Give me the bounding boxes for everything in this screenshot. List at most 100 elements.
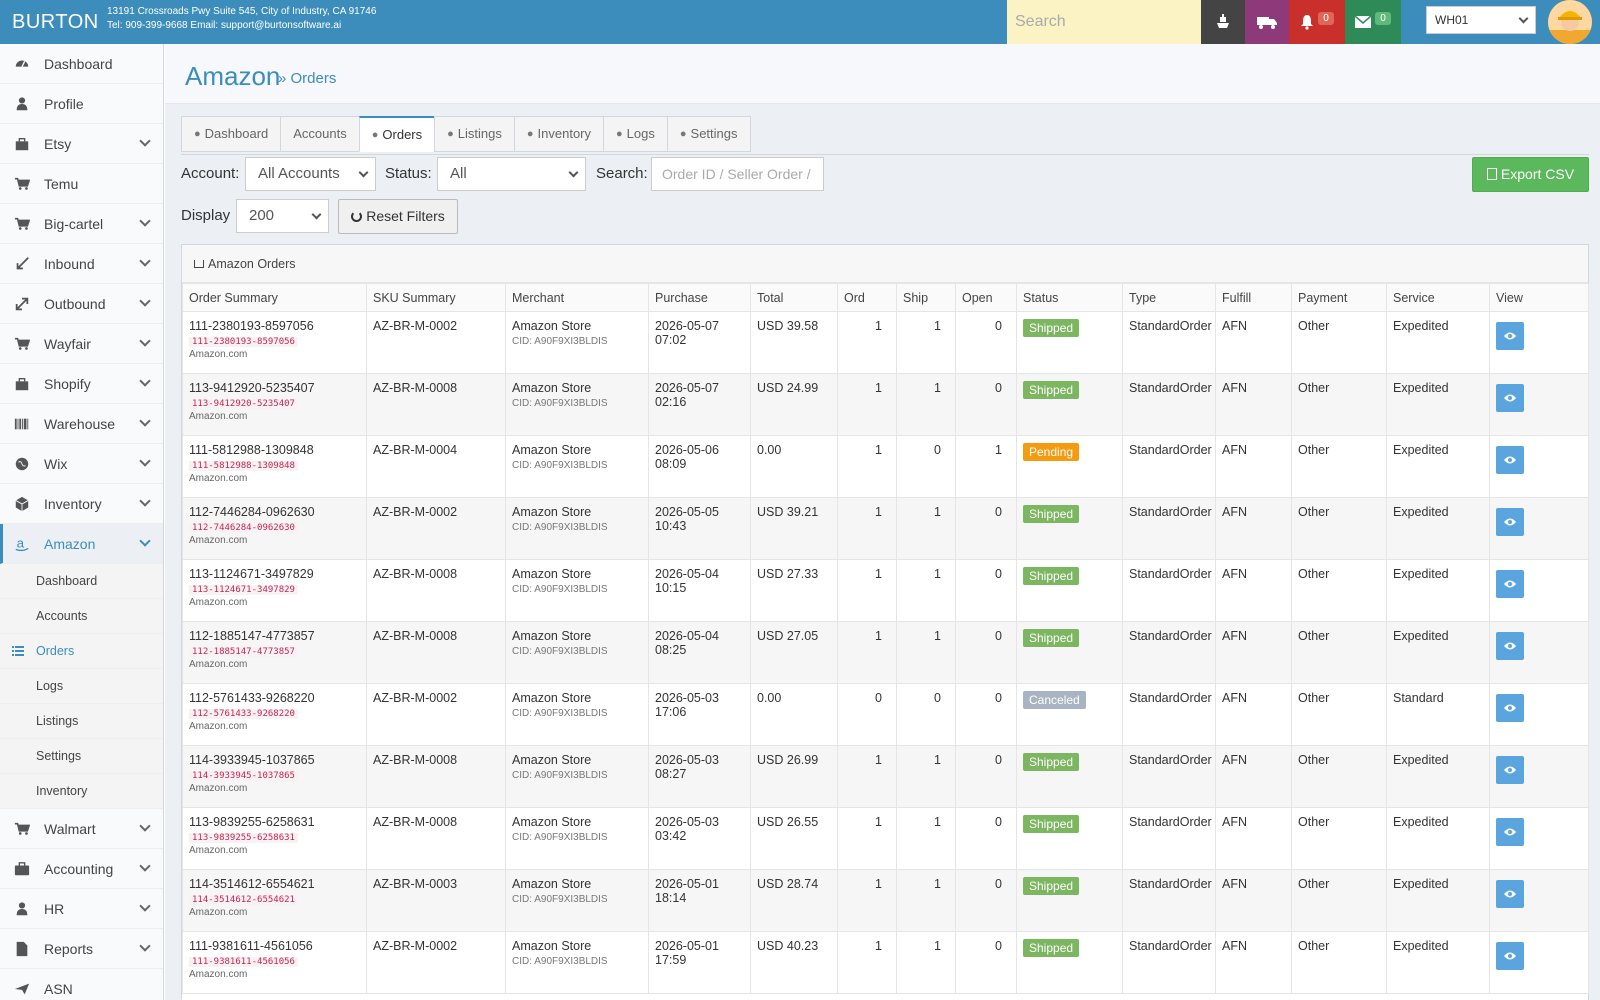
sidebar-item-amazon[interactable]: a Amazon <box>0 524 163 564</box>
view-order-button[interactable] <box>1496 322 1524 350</box>
order-summary-cell: 113-9412920-5235407 113-9412920-5235407 Am… <box>182 373 367 436</box>
sidebar-item-walmart[interactable]: Walmart <box>0 809 163 849</box>
order-id[interactable]: 114-3514612-6554621 <box>189 877 315 891</box>
view-order-button[interactable] <box>1496 756 1524 784</box>
tab-dashboard[interactable]: ● Dashboard <box>181 116 281 152</box>
sidebar-item-shopify[interactable]: Shopify <box>0 364 163 404</box>
table-row[interactable]: 113-9412920-5235407 113-9412920-5235407 Am… <box>182 373 1589 436</box>
sidebar-item-etsy[interactable]: Etsy <box>0 124 163 164</box>
account-select[interactable]: All Accounts <box>245 157 376 191</box>
order-search-input[interactable]: Order ID / Seller Order / <box>651 157 824 191</box>
sidebar-item-reports[interactable]: Reports <box>0 929 163 969</box>
table-row[interactable]: 111-9381611-4561056 111-9381611-4561056 Am… <box>182 931 1589 994</box>
submenu-item-logs[interactable]: Logs <box>0 669 163 704</box>
ship-icon-button[interactable] <box>1201 0 1245 44</box>
tab-logs[interactable]: ● Logs <box>603 116 667 152</box>
table-row[interactable]: 111-2380193-8597056 111-2380193-8597056 Am… <box>182 311 1589 374</box>
sidebar-item-inventory[interactable]: Inventory <box>0 484 163 524</box>
tab-label: Dashboard <box>204 126 269 141</box>
sidebar-item-outbound[interactable]: Outbound <box>0 284 163 324</box>
table-row[interactable]: 113-1124671-3497829 113-1124671-3497829 Am… <box>182 559 1589 622</box>
tab-accounts[interactable]: Accounts <box>280 116 359 152</box>
view-order-button[interactable] <box>1496 942 1524 970</box>
table-row[interactable]: 112-5761433-9268220 112-5761433-9268220 Am… <box>182 683 1589 746</box>
status-select[interactable]: All <box>437 157 586 191</box>
view-order-button[interactable] <box>1496 384 1524 412</box>
export-csv-button[interactable]: Export CSV <box>1472 157 1589 192</box>
view-order-button[interactable] <box>1496 570 1524 598</box>
view-order-button[interactable] <box>1496 694 1524 722</box>
view-order-button[interactable] <box>1496 880 1524 908</box>
column-header[interactable]: Ship <box>896 283 956 312</box>
logo[interactable]: BURTON <box>12 11 99 33</box>
view-order-button[interactable] <box>1496 508 1524 536</box>
tab-orders[interactable]: ● Orders <box>358 116 435 152</box>
view-order-button[interactable] <box>1496 632 1524 660</box>
sidebar-item-big-cartel[interactable]: Big-cartel <box>0 204 163 244</box>
order-id[interactable]: 113-9839255-6258631 <box>189 815 315 829</box>
submenu-item-accounts[interactable]: Accounts <box>0 599 163 634</box>
truck-icon-button[interactable] <box>1245 0 1289 44</box>
column-header[interactable]: SKU Summary <box>366 283 506 312</box>
sidebar-item-profile[interactable]: Profile <box>0 84 163 124</box>
column-header[interactable]: Fulfill <box>1215 283 1292 312</box>
sidebar-item-asn[interactable]: ASN <box>0 969 163 1000</box>
status-cell: Pending <box>1016 435 1123 498</box>
submenu-item-dashboard[interactable]: Dashboard <box>0 564 163 599</box>
warehouse-select[interactable]: WH01 <box>1426 6 1536 34</box>
table-row[interactable]: 111-5812988-1309848 111-5812988-1309848 Am… <box>182 435 1589 498</box>
view-order-button[interactable] <box>1496 818 1524 846</box>
order-id[interactable]: 111-9381611-4561056 <box>189 939 313 953</box>
notifications-button[interactable]: 0 <box>1289 0 1345 44</box>
column-header[interactable]: Ord <box>837 283 897 312</box>
table-row[interactable]: 114-3933945-1037865 114-3933945-1037865 Am… <box>182 745 1589 808</box>
column-header[interactable]: Payment <box>1291 283 1387 312</box>
table-row[interactable]: 112-1885147-4773857 112-1885147-4773857 Am… <box>182 621 1589 684</box>
column-header[interactable]: Merchant <box>505 283 649 312</box>
messages-button[interactable]: 0 <box>1345 0 1401 44</box>
submenu-item-settings[interactable]: Settings <box>0 739 163 774</box>
tab-listings[interactable]: ● Listings <box>434 116 514 152</box>
view-order-button[interactable] <box>1496 446 1524 474</box>
column-header[interactable]: View <box>1489 283 1589 312</box>
table-row[interactable]: 112-7446284-0962630 112-7446284-0962630 Am… <box>182 497 1589 560</box>
avatar[interactable] <box>1548 0 1592 44</box>
sidebar-item-accounting[interactable]: Accounting <box>0 849 163 889</box>
column-header[interactable]: Purchase <box>648 283 751 312</box>
column-header[interactable]: Order Summary <box>182 283 367 312</box>
column-header[interactable]: Service <box>1386 283 1490 312</box>
order-id[interactable]: 111-5812988-1309848 <box>189 443 314 457</box>
sidebar-item-inbound[interactable]: Inbound <box>0 244 163 284</box>
global-search-input[interactable]: Search <box>1007 0 1201 44</box>
purchase-cell: 2026-05-07 02:16 <box>648 373 751 436</box>
submenu-item-orders[interactable]: Orders <box>0 634 163 669</box>
sidebar-item-dashboard[interactable]: Dashboard <box>0 44 163 84</box>
order-id[interactable]: 112-1885147-4773857 <box>189 629 315 643</box>
sidebar-item-wix[interactable]: Wix <box>0 444 163 484</box>
order-id[interactable]: 111-2380193-8597056 <box>189 319 314 333</box>
total-cell: USD 27.33 <box>750 559 838 622</box>
tab-settings[interactable]: ● Settings <box>666 116 751 152</box>
order-id[interactable]: 112-5761433-9268220 <box>189 691 315 705</box>
view-cell <box>1489 745 1589 808</box>
sidebar-item-temu[interactable]: Temu <box>0 164 163 204</box>
submenu-item-inventory[interactable]: Inventory <box>0 774 163 809</box>
table-row[interactable]: 113-9839255-6258631 113-9839255-6258631 Am… <box>182 807 1589 870</box>
column-header[interactable]: Type <box>1122 283 1216 312</box>
sidebar-item-warehouse[interactable]: Warehouse <box>0 404 163 444</box>
column-header[interactable]: Total <box>750 283 838 312</box>
reset-filters-button[interactable]: Reset Filters <box>338 199 458 234</box>
order-id[interactable]: 113-9412920-5235407 <box>189 381 315 395</box>
order-id[interactable]: 114-3933945-1037865 <box>189 753 315 767</box>
status-cell: Shipped <box>1016 931 1123 994</box>
display-count-select[interactable]: 200 <box>236 199 329 233</box>
column-header[interactable]: Status <box>1016 283 1123 312</box>
tab-inventory[interactable]: ● Inventory <box>513 116 604 152</box>
table-row[interactable]: 114-3514612-6554621 114-3514612-6554621 Am… <box>182 869 1589 932</box>
order-id[interactable]: 113-1124671-3497829 <box>189 567 314 581</box>
column-header[interactable]: Open <box>955 283 1017 312</box>
sidebar-item-wayfair[interactable]: Wayfair <box>0 324 163 364</box>
sidebar-item-hr[interactable]: HR <box>0 889 163 929</box>
order-id[interactable]: 112-7446284-0962630 <box>189 505 315 519</box>
submenu-item-listings[interactable]: Listings <box>0 704 163 739</box>
